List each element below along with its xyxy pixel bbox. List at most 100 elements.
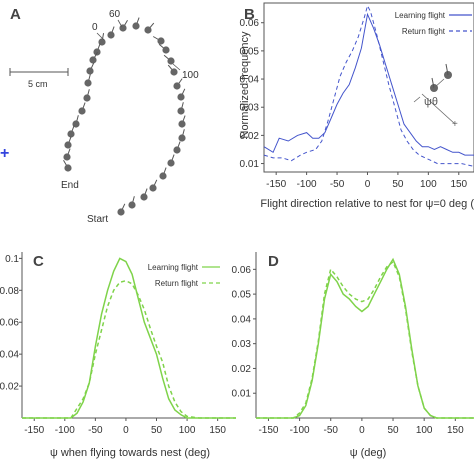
trajectory-dot	[173, 146, 181, 154]
trajectory-dot	[167, 159, 175, 167]
inset-angle-label: ψθ	[424, 96, 438, 108]
panel-a: A 5 cm + 0 60 100 End Start	[0, 6, 199, 225]
trajectory-dot	[149, 184, 157, 192]
inset-cross-icon: +	[452, 119, 458, 130]
legend-entry-label: Learning flight	[395, 11, 446, 20]
trajectory-dot	[173, 82, 181, 90]
trajectory-dot	[107, 31, 115, 39]
series-return-flight-line	[256, 260, 474, 419]
x-tick-label: 100	[179, 425, 196, 436]
annotation-start: Start	[87, 214, 108, 225]
annotation-t60: 60	[109, 9, 121, 20]
y-tick-label: 0.02	[232, 364, 252, 375]
x-tick-label: 0	[365, 179, 371, 190]
y-tick-label: 0.1	[5, 254, 19, 265]
legend-entry-label: Return flight	[155, 279, 199, 288]
trajectory-dot	[144, 26, 152, 34]
y-tick-label: 0.04	[0, 350, 19, 361]
annotation-leader-t60	[117, 19, 123, 28]
trajectory-dot	[64, 141, 72, 149]
x-tick-label: -150	[258, 425, 278, 436]
x-tick-label: 50	[387, 425, 399, 436]
series-return-flight-line	[22, 279, 236, 419]
trajectory-dot	[177, 107, 185, 115]
x-tick-label: -100	[55, 425, 75, 436]
y-tick-label: 0.04	[232, 314, 252, 325]
trajectory-dot	[157, 37, 165, 45]
annotation-t0: 0	[92, 22, 98, 33]
panel-d-label: D	[268, 253, 279, 270]
series-learning-flight-line	[263, 12, 474, 156]
trajectory-dot	[86, 67, 94, 75]
x-tick-label: 100	[420, 179, 437, 190]
x-tick-label: 0	[359, 425, 365, 436]
trajectory-dot	[178, 120, 186, 128]
panel-a-label: A	[10, 6, 21, 23]
x-tick-label: 150	[447, 425, 464, 436]
trajectory-dot	[167, 57, 175, 65]
bee-trajectory	[63, 17, 186, 216]
chart-d: -150 -100 -50 0 50 100 150 0.01 0.02 0.03 0.04 0.05…	[232, 252, 474, 459]
trajectory-dot	[140, 193, 148, 201]
chart-c: -150 -100 -50 0 50 100 150 0.1 0.08 0.06 0.04 0.02 ψ…	[0, 252, 236, 459]
y-axis-label: Normalized frequency	[239, 31, 251, 138]
trajectory-dot	[119, 24, 127, 32]
x-tick-label: -50	[88, 425, 103, 436]
y-tick-label: 0.08	[0, 286, 19, 297]
trajectory-dot	[177, 93, 185, 101]
x-tick-label: 50	[392, 179, 404, 190]
x-tick-label: 100	[416, 425, 433, 436]
trajectory-dot	[64, 164, 72, 172]
x-tick-label: -100	[297, 179, 317, 190]
inset-nest-heading	[445, 63, 449, 76]
series-return-flight-line	[263, 4, 474, 167]
y-tick-label: 0.03	[240, 103, 260, 114]
x-axis-label: ψ when flying towards nest (deg)	[50, 447, 210, 459]
x-tick-label: -50	[324, 425, 339, 436]
y-tick-label: 0.06	[232, 265, 252, 276]
legend-entry-label: Learning flight	[148, 263, 199, 272]
series-learning-flight-line	[22, 257, 236, 419]
annotation-t100: 100	[182, 70, 199, 81]
x-tick-label: 0	[123, 425, 129, 436]
trajectory-dot	[159, 172, 167, 180]
panel-c-label: C	[33, 253, 44, 270]
trajectory-dot	[83, 94, 91, 102]
legend-entry-label: Return flight	[402, 27, 446, 36]
inset-arrow-icon	[413, 96, 421, 103]
y-tick-label: 0.06	[240, 18, 260, 29]
inset-body-axis-line	[421, 93, 456, 125]
x-axis-label: ψ (deg)	[350, 447, 387, 459]
trajectory-dot	[128, 201, 136, 209]
trajectory-dot	[93, 48, 101, 56]
nest-marker-icon: +	[0, 145, 9, 162]
panel-d: D -150 -100 -50 0 50 100 150 0.01 0.02 0.03 0.04 0.…	[232, 252, 474, 459]
annotation-leader-t100	[172, 63, 181, 71]
y-tick-label: 0.05	[232, 290, 252, 301]
panel-b-label: B	[244, 6, 255, 23]
y-tick-label: 0.03	[232, 339, 252, 350]
trajectory-dot	[84, 79, 92, 87]
series-learning-flight-line	[256, 257, 474, 419]
y-tick-label: 0.06	[0, 318, 19, 329]
y-tick-label: 0.02	[240, 131, 260, 142]
y-tick-label: 0.05	[240, 46, 260, 57]
y-tick-label: 0.04	[240, 75, 260, 86]
trajectory-dot	[63, 153, 71, 161]
y-tick-label: 0.01	[240, 159, 260, 170]
annotation-end: End	[61, 180, 79, 191]
inset-direction-line	[433, 78, 445, 89]
inset-bee-heading	[431, 77, 435, 89]
trajectory-dot	[89, 56, 97, 64]
x-tick-label: -150	[266, 179, 286, 190]
trajectory-dot	[162, 46, 170, 54]
trajectory-dot	[117, 208, 125, 216]
x-tick-label: 150	[450, 179, 467, 190]
annotation-leader-t0	[96, 32, 105, 41]
trajectory-dot	[78, 107, 86, 115]
trajectory-dot	[170, 68, 178, 76]
x-tick-label: -100	[290, 425, 310, 436]
trajectory-dot	[132, 22, 140, 30]
x-tick-label: 50	[151, 425, 163, 436]
